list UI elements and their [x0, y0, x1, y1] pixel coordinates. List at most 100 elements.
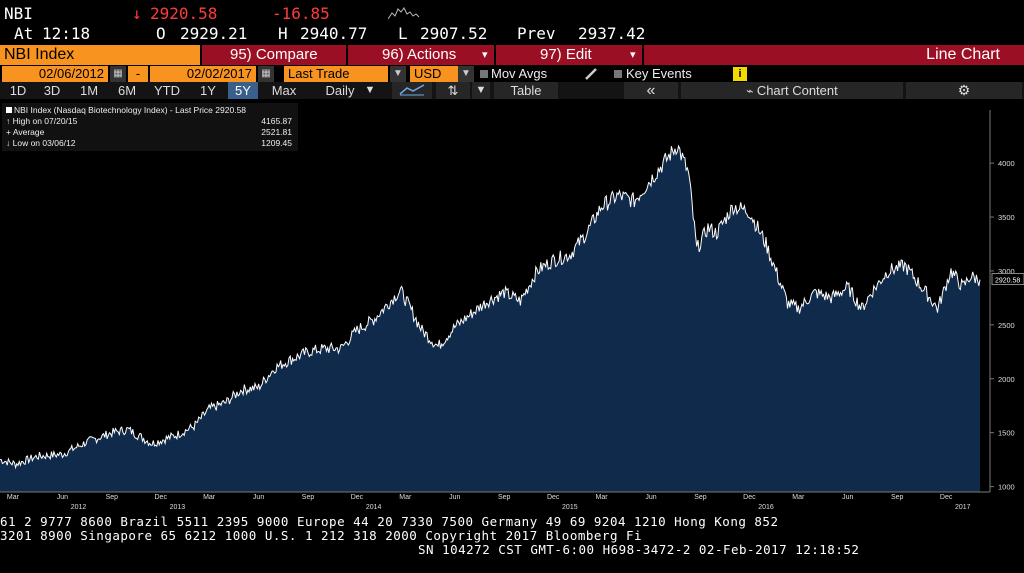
- ticker-symbol[interactable]: NBI: [4, 4, 33, 23]
- range-toolbar: 1D 3D 1M 6M YTD 1Y 5Y Max Daily ▼ ⇅ ▼ Table « ⌁…: [0, 82, 1024, 99]
- x-tick-label: Jun: [253, 494, 264, 501]
- line-chart-tool-button[interactable]: [392, 82, 432, 99]
- x-tick-label: Dec: [940, 494, 953, 501]
- x-tick-label: Sep: [302, 494, 315, 501]
- x-tick-label: Jun: [645, 494, 656, 501]
- x-tick-label: Dec: [547, 494, 560, 501]
- edit-button[interactable]: 97) Edit: [540, 46, 592, 63]
- x-tick-label: Dec: [155, 494, 168, 501]
- actions-dropdown-icon[interactable]: ▾: [482, 49, 488, 61]
- sparkline-icon: [388, 7, 420, 20]
- prev-label: Prev: [517, 24, 556, 43]
- time-label: At: [14, 24, 34, 43]
- range-button-1m[interactable]: 1M: [79, 83, 99, 98]
- collapse-button[interactable]: «: [624, 82, 678, 99]
- price-area-fill: [0, 146, 980, 492]
- drawing-tool-button[interactable]: ⇅: [436, 82, 470, 99]
- y-tick-label: 2500: [998, 321, 1015, 330]
- range-button-1y[interactable]: 1Y: [200, 83, 216, 98]
- range-button-ytd[interactable]: YTD: [154, 83, 180, 98]
- range-button-6m[interactable]: 6M: [117, 83, 137, 98]
- x-tick-label: Mar: [203, 494, 216, 501]
- low-price: 2907.52: [420, 24, 488, 43]
- x-year-label: 2014: [366, 504, 382, 511]
- prev-price: 2937.42: [578, 24, 646, 43]
- x-year-label: 2012: [71, 504, 87, 511]
- chart-content-label: Chart Content: [756, 83, 838, 98]
- key-events-checkbox[interactable]: [614, 70, 622, 78]
- quote-time: 12:18: [42, 24, 91, 43]
- series-swatch: [6, 107, 12, 113]
- range-button-3d[interactable]: 3D: [43, 83, 61, 98]
- legend-low-label: ↓ Low on 03/06/12: [6, 138, 76, 148]
- range-button-5y[interactable]: 5Y: [228, 82, 258, 99]
- high-label: H: [278, 24, 288, 43]
- x-year-label: 2017: [955, 504, 971, 511]
- edit-dropdown-icon[interactable]: ▾: [630, 49, 636, 61]
- session-info-line: SN 104272 CST GMT-6:00 H698-3472-2 02-Fe…: [418, 542, 860, 557]
- x-year-label: 2015: [562, 504, 578, 511]
- frequency-select[interactable]: Daily: [325, 83, 355, 98]
- low-label: L: [398, 24, 408, 43]
- x-tick-label: Jun: [57, 494, 68, 501]
- table-button[interactable]: Table: [494, 82, 558, 99]
- chart-type-label[interactable]: Line Chart: [926, 46, 1000, 63]
- line-chart-icon: [399, 84, 425, 96]
- divider: [200, 45, 202, 65]
- chevron-down-icon[interactable]: ▼: [458, 66, 474, 82]
- function-bar: NBI Index 95) Compare 96) Actions ▾ 97) …: [0, 45, 1024, 65]
- price-chart[interactable]: 1000 1500 2000 2500 3000 3500 4000 2920.58 Mar Ju…: [0, 100, 1024, 512]
- parameters-row: 02/06/2012 ▦ - 02/02/2017 ▦ Last Trade ▼…: [0, 66, 1024, 82]
- range-button-1d[interactable]: 1D: [9, 83, 27, 98]
- security-field[interactable]: NBI Index: [0, 45, 200, 65]
- legend-low-value: 1209.45: [261, 138, 292, 148]
- compare-button[interactable]: 95) Compare: [230, 46, 318, 63]
- chart-legend: NBI Index (Nasdaq Biotechnology Index) -…: [2, 103, 298, 151]
- open-label: O: [156, 24, 166, 43]
- y-tick-label: 1000: [998, 483, 1015, 492]
- legend-high-value: 4165.87: [261, 116, 292, 126]
- divider: [494, 45, 496, 65]
- legend-high-label: ↑ High on 07/20/15: [6, 116, 78, 126]
- mov-avgs-checkbox[interactable]: [480, 70, 488, 78]
- divider: [642, 45, 644, 65]
- date-range-dash: -: [128, 66, 148, 82]
- currency-select[interactable]: USD: [410, 66, 458, 82]
- x-tick-label: Sep: [498, 494, 511, 501]
- chevron-down-icon[interactable]: ▼: [390, 66, 406, 82]
- x-tick-label: Jun: [842, 494, 853, 501]
- quote-header: NBI ↓ 2920.58 -16.85 At 12:18 O 2929.21 …: [0, 0, 1024, 44]
- net-change: -16.85: [272, 4, 330, 23]
- price-line: [0, 144, 981, 470]
- start-date-input[interactable]: 02/06/2012: [2, 66, 108, 82]
- pencil-icon[interactable]: [584, 68, 598, 80]
- y-tick-label: 3500: [998, 213, 1015, 222]
- actions-button[interactable]: 96) Actions: [382, 46, 457, 63]
- end-date-input[interactable]: 02/02/2017: [150, 66, 256, 82]
- x-year-label: 2013: [170, 504, 186, 511]
- chart-content-button[interactable]: ⌁ Chart Content: [681, 82, 903, 99]
- calendar-icon[interactable]: ▦: [110, 66, 126, 82]
- field-select[interactable]: Last Trade: [284, 66, 388, 82]
- info-icon[interactable]: i: [733, 67, 747, 81]
- x-tick-label: Sep: [694, 494, 707, 501]
- y-tick-label: 2000: [998, 375, 1015, 384]
- legend-average-label: + Average: [6, 127, 45, 137]
- chevron-down-icon[interactable]: ▼: [472, 82, 490, 99]
- last-value-label: 2920.58: [995, 278, 1020, 285]
- last-price: 2920.58: [150, 4, 218, 23]
- range-button-max[interactable]: Max: [271, 83, 297, 98]
- ticker-tape-line: 3201 8900 Singapore 65 6212 1000 U.S. 1 …: [0, 528, 643, 543]
- high-price: 2940.77: [300, 24, 368, 43]
- key-events-label[interactable]: Key Events: [626, 66, 692, 81]
- x-tick-label: Sep: [106, 494, 119, 501]
- mov-avgs-label[interactable]: Mov Avgs: [491, 66, 548, 81]
- y-tick-label: 4000: [998, 159, 1015, 168]
- gear-icon[interactable]: ⚙: [906, 82, 1022, 99]
- x-tick-label: Mar: [792, 494, 805, 501]
- y-tick-label: 3000: [998, 267, 1015, 276]
- legend-average-value: 2521.81: [261, 127, 292, 137]
- calendar-icon[interactable]: ▦: [258, 66, 274, 82]
- x-tick-label: Mar: [596, 494, 609, 501]
- chevron-down-icon[interactable]: ▼: [364, 84, 376, 96]
